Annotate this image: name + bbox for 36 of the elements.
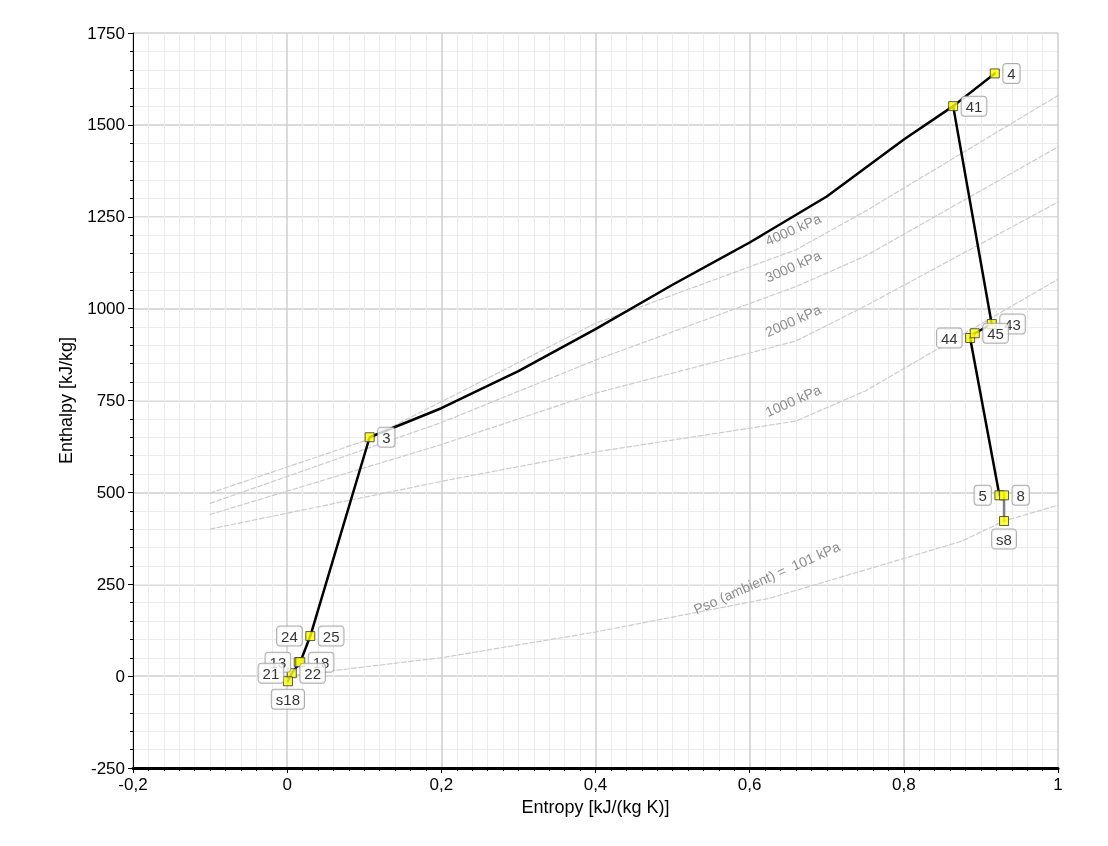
y-tick-label: -250 bbox=[90, 758, 125, 778]
x-tick-label: 0,6 bbox=[737, 775, 762, 794]
annotation: 25 bbox=[322, 627, 340, 645]
annotation: 8 bbox=[1016, 486, 1025, 504]
y-tick-label: 250 bbox=[96, 574, 125, 594]
y-tick-label: 0 bbox=[115, 666, 125, 686]
annotation: s18 bbox=[275, 690, 301, 708]
x-tick-label: -0,2 bbox=[118, 775, 148, 794]
y-tick-label: 1250 bbox=[87, 207, 125, 227]
annotation: 21 bbox=[262, 664, 280, 682]
x-axis-title: Entropy [kJ/(kg K)] bbox=[521, 796, 670, 817]
y-tick-label: 1500 bbox=[87, 115, 125, 135]
annotation: 4 bbox=[1007, 64, 1016, 82]
x-tick-label: 0,4 bbox=[583, 775, 608, 794]
x-tick-label: 0,8 bbox=[892, 775, 916, 794]
x-tick-label: 0,2 bbox=[429, 775, 454, 794]
annotation: s8 bbox=[996, 530, 1012, 548]
annotation: 43 bbox=[1004, 315, 1021, 333]
y-tick-label: 750 bbox=[96, 391, 125, 410]
x-tick-label: 1 bbox=[1053, 775, 1063, 794]
text: 4000 kPa bbox=[762, 210, 824, 249]
y-tick-label: 1000 bbox=[87, 299, 125, 319]
y-tick-label: 500 bbox=[96, 482, 125, 502]
annotation: 45 bbox=[987, 324, 1004, 342]
annotation: 41 bbox=[965, 97, 983, 115]
y-axis-title: Enthalpy [kJ/kg] bbox=[56, 336, 76, 465]
y-tick-label: 1750 bbox=[87, 23, 125, 43]
annotation: 3 bbox=[382, 428, 391, 446]
x-tick-label: 0 bbox=[282, 775, 292, 794]
annotation: 5 bbox=[978, 486, 987, 504]
text: 3000 kPa bbox=[762, 246, 824, 286]
text: 2000 kPa bbox=[762, 301, 824, 340]
annotation: 22 bbox=[304, 664, 321, 682]
annotation: 24 bbox=[281, 627, 298, 645]
text: 1000 kPa bbox=[762, 381, 824, 421]
annotation: 44 bbox=[940, 329, 958, 347]
